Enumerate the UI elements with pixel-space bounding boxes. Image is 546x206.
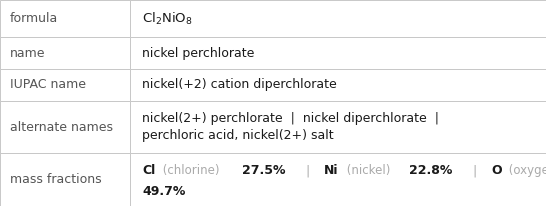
Text: Cl: Cl [142,164,155,177]
Bar [130,0,546,37]
Bar [0,153,130,206]
Text: 49.7%: 49.7% [142,185,185,198]
Text: nickel(2+) perchlorate  |  nickel diperchlorate  |
perchloric acid, nickel(2+) s: nickel(2+) perchlorate | nickel diperchl… [142,112,439,142]
Text: nickel(+2) cation diperchlorate: nickel(+2) cation diperchlorate [142,78,337,91]
Text: |: | [298,164,318,177]
Bar [130,101,546,153]
Text: alternate names: alternate names [10,121,113,134]
Text: 27.5%: 27.5% [242,164,286,177]
Bar [0,69,130,101]
Bar [130,69,546,101]
Bar [130,37,546,69]
Text: IUPAC name: IUPAC name [10,78,86,91]
Bar [0,37,130,69]
Text: Ni: Ni [324,164,339,177]
Text: (chlorine): (chlorine) [159,164,223,177]
Text: O: O [491,164,502,177]
Bar [130,153,546,206]
Text: formula: formula [10,12,58,25]
Bar [0,101,130,153]
Bar [0,0,130,37]
Text: |: | [465,164,485,177]
Text: 22.8%: 22.8% [409,164,452,177]
Text: (oxygen): (oxygen) [505,164,546,177]
Text: Cl$_2$NiO$_8$: Cl$_2$NiO$_8$ [142,11,193,27]
Text: mass fractions: mass fractions [10,173,102,186]
Text: nickel perchlorate: nickel perchlorate [142,47,254,60]
Text: (nickel): (nickel) [343,164,394,177]
Text: name: name [10,47,45,60]
